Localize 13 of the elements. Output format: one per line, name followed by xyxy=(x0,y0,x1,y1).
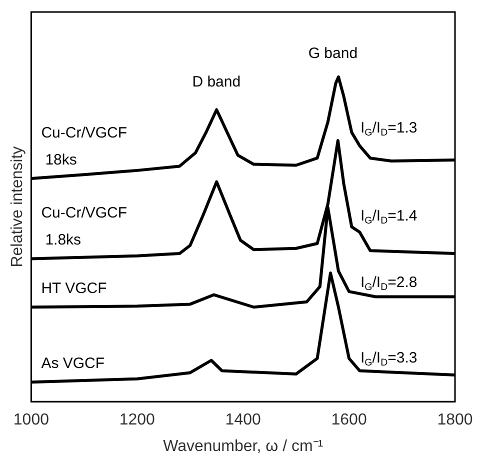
y-axis-title: Relative intensity xyxy=(9,146,26,268)
series-label: Cu-Cr/VGCF 18ks xyxy=(41,124,128,169)
x-tick-label: 1200 xyxy=(119,412,156,429)
x-axis-title: Wavenumber, ω / cm⁻¹ xyxy=(163,438,324,455)
series-label: As VGCF xyxy=(41,355,105,372)
text: G band xyxy=(308,45,358,62)
annotation: D band xyxy=(192,73,241,90)
x-tick-label: 1800 xyxy=(437,412,473,429)
x-tick-label: 1000 xyxy=(13,412,50,429)
x-tick-label: 1600 xyxy=(331,412,367,429)
series-label: HT VGCF xyxy=(41,280,107,298)
x-tick-label: 1400 xyxy=(225,412,261,429)
series-label: Cu-Cr/VGCF 1.8ks xyxy=(41,204,128,249)
